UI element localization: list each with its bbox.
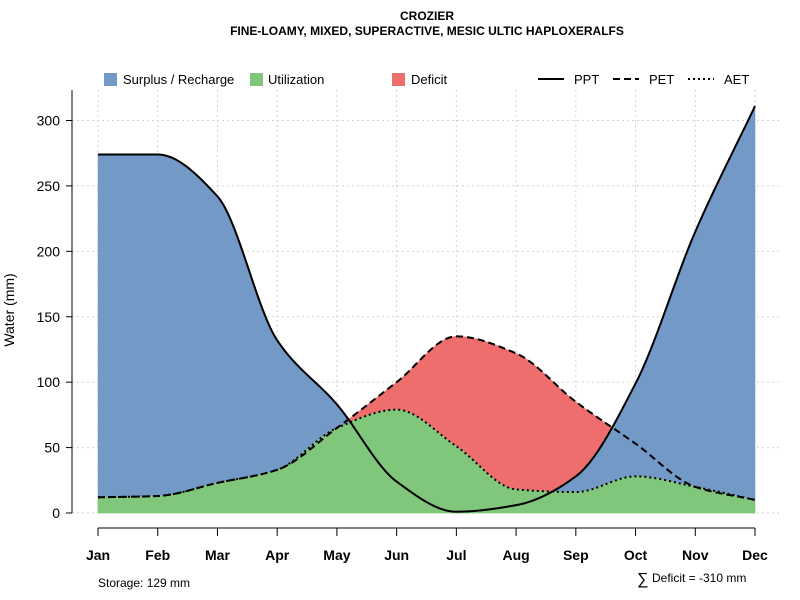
legend-swatch-deficit <box>392 73 405 86</box>
x-tick-label: Oct <box>624 547 648 563</box>
legend-label-deficit: Deficit <box>411 72 448 87</box>
y-tick-label: 100 <box>37 374 61 390</box>
x-tick-label: Feb <box>145 547 170 563</box>
chart-title: CROZIER <box>400 9 454 23</box>
legend-label-pet: PET <box>649 72 674 87</box>
legend-swatch-utilization <box>250 73 263 86</box>
deficit-annotation: Deficit = -310 mm <box>652 571 746 585</box>
legend-label-utilization: Utilization <box>268 72 324 87</box>
axes: 0 50 100 150 200 250 300 Jan Feb Mar Apr May Jun Jul A… <box>37 90 768 563</box>
x-tick-label: Jun <box>384 547 409 563</box>
y-tick-label: 150 <box>37 309 61 325</box>
x-tick-label: Nov <box>682 547 709 563</box>
legend-label-aet: AET <box>724 72 749 87</box>
series-line-aet <box>97 408 756 501</box>
y-tick-label: 50 <box>44 440 60 456</box>
x-tick-label: Jan <box>86 547 110 563</box>
x-tick-label: Dec <box>742 547 768 563</box>
x-tick-label: May <box>323 547 350 563</box>
legend-label-surplus: Surplus / Recharge <box>123 72 234 87</box>
x-tick-label: Aug <box>502 547 529 563</box>
legend-swatch-surplus <box>104 73 117 86</box>
chart-subtitle: FINE-LOAMY, MIXED, SUPERACTIVE, MESIC UL… <box>230 24 624 38</box>
legend-label-ppt: PPT <box>574 72 599 87</box>
sum-symbol: ∑ <box>637 571 648 588</box>
y-tick-label: 200 <box>37 243 61 259</box>
x-tick-label: Sep <box>563 547 589 563</box>
y-tick-label: 0 <box>52 505 60 521</box>
x-tick-label: Apr <box>265 547 290 563</box>
storage-annotation: Storage: 129 mm <box>98 576 190 590</box>
x-tick-label: Mar <box>205 547 230 563</box>
legend: Surplus / Recharge Utilization Deficit P… <box>104 72 749 87</box>
y-axis-label: Water (mm) <box>1 273 17 346</box>
series-lines <box>97 105 756 513</box>
filled-areas <box>97 106 756 514</box>
y-tick-label: 250 <box>37 178 61 194</box>
series-line-ppt <box>98 105 756 513</box>
utilization-area-top <box>97 409 756 514</box>
x-tick-label: Jul <box>446 547 466 563</box>
y-tick-label: 300 <box>37 113 61 129</box>
